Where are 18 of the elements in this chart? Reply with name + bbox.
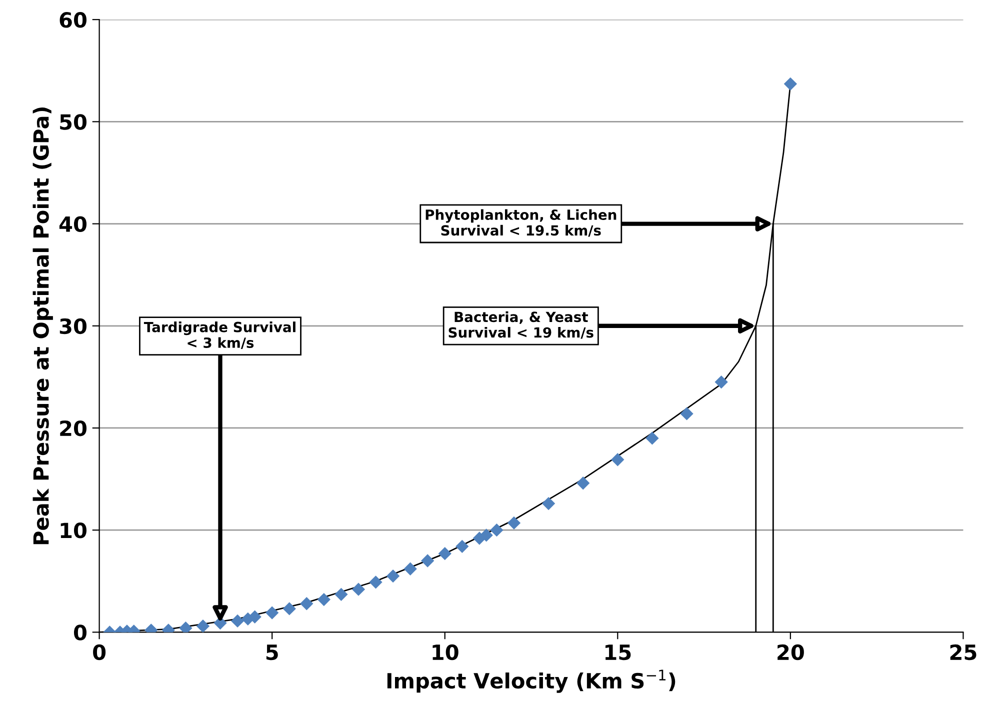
y-tick-label: 0 (74, 624, 86, 640)
y-tick-label: 40 (59, 216, 86, 232)
x-tick-label: 5 (266, 644, 278, 660)
y-tick-label: 60 (60, 12, 86, 28)
x-axis-title: Impact Velocity (Km S$^{−1}$) (387, 670, 676, 693)
annotation: Bacteria, & Yeast Survival < 19 km/s (448, 311, 594, 339)
x-tick-label: 25 (950, 644, 976, 660)
annotation: Phytoplankton, & Lichen Survival < 19.5 km/s (426, 209, 616, 237)
y-tick-label: 30 (60, 318, 86, 334)
x-tick-label: 10 (432, 644, 458, 660)
y-axis-title: Peak Pressure at Optimal Point (GPa) (32, 107, 53, 544)
y-tick-label: 20 (60, 420, 86, 436)
y-tick-label: 10 (60, 522, 86, 538)
x-tick-label: 0 (93, 644, 106, 660)
x-tick-label: 15 (606, 644, 631, 660)
y-tick-label: 50 (60, 114, 86, 130)
annotation: Tardigrade Survival < 3 km/s (144, 322, 296, 350)
x-tick-label: 20 (778, 644, 804, 660)
